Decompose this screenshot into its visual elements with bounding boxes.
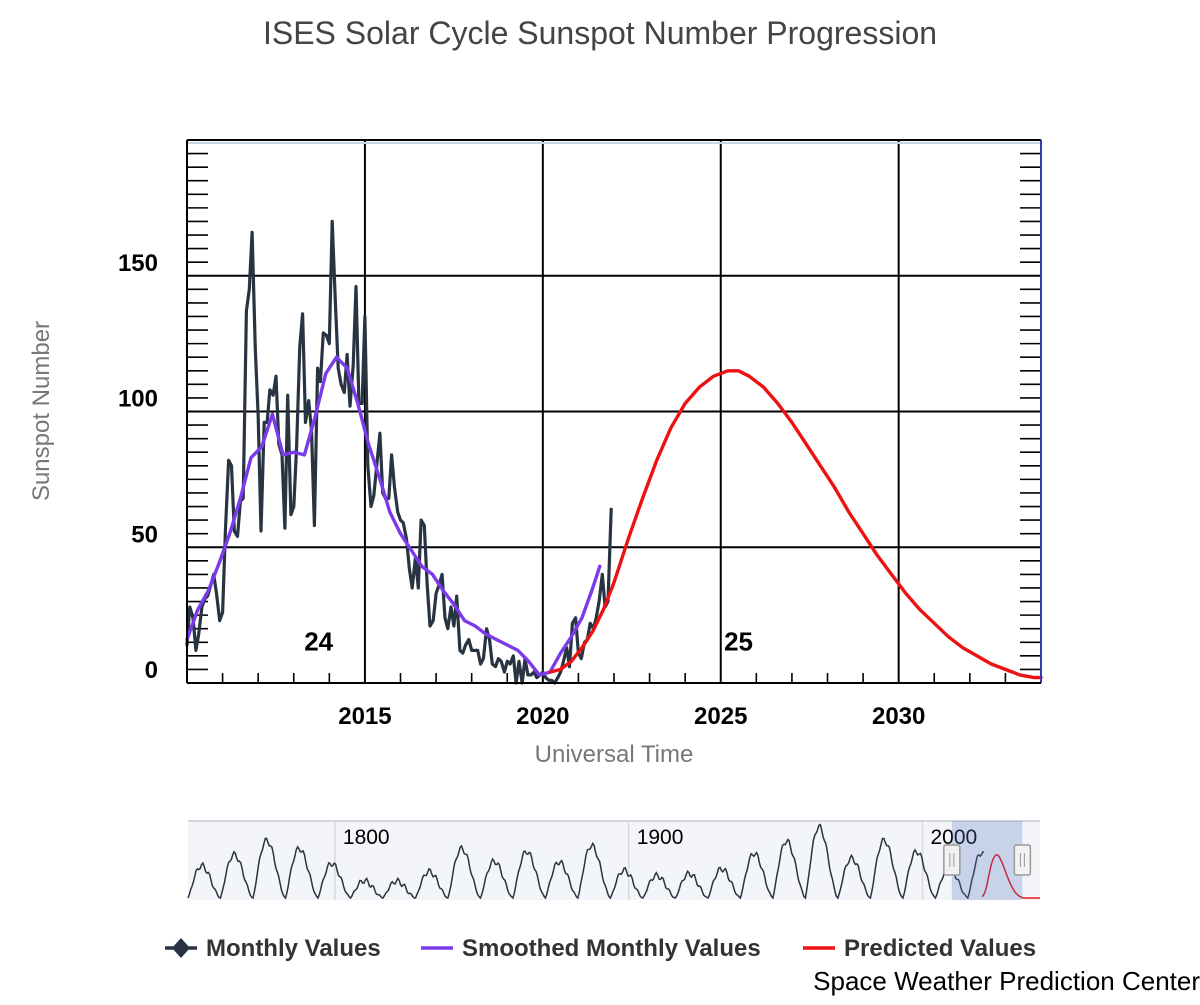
range-slider-handle[interactable] [943,844,961,876]
chart-title: ISES Solar Cycle Sunspot Number Progress… [263,15,937,51]
cycle-label: 24 [304,626,333,656]
y-tick-label: 100 [118,386,158,413]
credit-text: Space Weather Prediction Center [813,966,1200,996]
range-slider[interactable]: 1800 1900 2000 [187,820,1040,900]
cycle-labels: 24 25 [304,626,753,656]
plot-minor-ticks [187,152,1041,683]
legend-item[interactable]: Smoothed Monthly Values [421,935,761,962]
series-line [548,369,1043,680]
plot-frame [186,139,1042,684]
x-tick-label: 2030 [872,703,925,730]
range-slider-handle[interactable] [1013,844,1032,876]
handle-grip [1013,844,1032,876]
x-tick-label: 2020 [516,703,569,730]
y-tick-label: 0 [145,657,158,684]
cycle-label: 25 [724,626,753,656]
axis-tick-labels: 2015 2020 2025 2030 0 50 100 150 [118,250,925,730]
x-tick-label: 2015 [338,703,391,730]
y-tick-label: 50 [131,521,158,548]
series-line [185,219,613,685]
legend-label: Monthly Values [206,935,381,962]
legend: Monthly Values Smoothed Monthly Values Pre… [165,935,1036,962]
x-tick-label: 2025 [694,703,747,730]
legend-item[interactable]: Monthly Values [165,935,381,962]
legend-label: Predicted Values [844,935,1036,962]
handle-grip [943,844,961,876]
y-axis-title: Sunspot Number [28,321,55,501]
range-slider-history [187,823,985,900]
range-slider-label: 1800 [343,826,390,849]
legend-marker-icon [172,938,190,958]
range-slider-selection [951,821,1023,900]
legend-label: Smoothed Monthly Values [462,935,761,962]
series-line [185,355,602,677]
range-slider-label: 2000 [930,826,977,849]
plot-series [185,219,1043,685]
range-slider-label: 1900 [637,826,684,849]
x-axis-title: Universal Time [535,741,694,768]
legend-item[interactable]: Predicted Values [803,935,1036,962]
range-slider-predicted [981,854,1023,899]
y-tick-label: 150 [118,250,158,277]
